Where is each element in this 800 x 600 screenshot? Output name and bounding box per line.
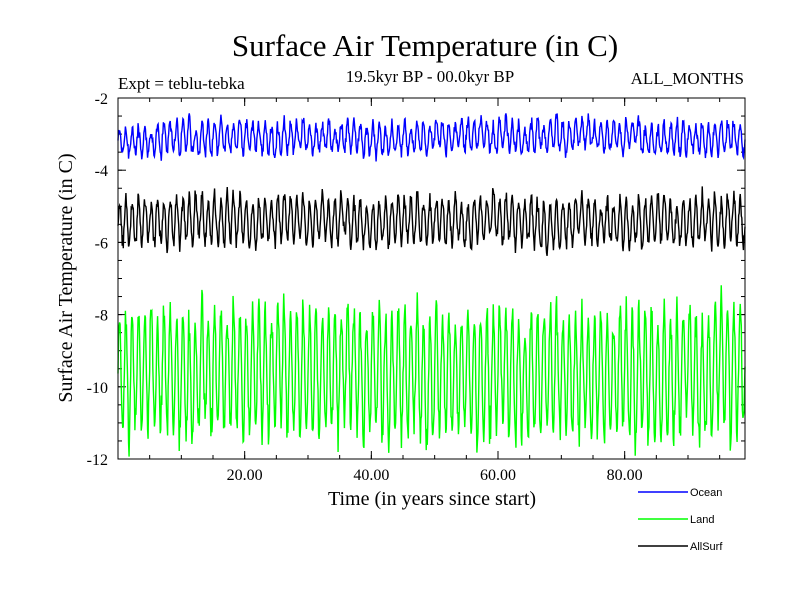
- legend: Ocean Land AllSurf: [638, 487, 723, 553]
- experiment-label: Expt = teblu-tebka: [118, 74, 245, 93]
- y-tick-label: -2: [95, 91, 108, 108]
- legend-label-land: Land: [690, 514, 714, 526]
- series-line-land: [117, 285, 746, 457]
- y-axis-label: Surface Air Temperature (in C): [55, 153, 77, 402]
- chart-subtitle: 19.5kyr BP - 00.0kyr BP: [346, 67, 514, 86]
- y-tick-label: -12: [87, 452, 108, 469]
- plot-frame: [117, 97, 746, 460]
- series-layer: [117, 113, 746, 457]
- x-axis-label: Time (in years since start): [328, 488, 536, 510]
- months-label: ALL_MONTHS: [631, 69, 744, 88]
- y-tick-label: -6: [95, 235, 108, 252]
- y-tick-label: -10: [87, 380, 108, 397]
- legend-label-ocean: Ocean: [690, 487, 722, 499]
- y-tick-label: -8: [95, 308, 108, 325]
- x-axis: 20.00 40.00 60.00 80.00: [149, 98, 721, 484]
- x-tick-label: 20.00: [227, 467, 263, 484]
- chart-title: Surface Air Temperature (in C): [232, 28, 618, 63]
- series-line-ocean: [117, 113, 746, 162]
- x-tick-label: 40.00: [353, 467, 389, 484]
- y-tick-label: -4: [95, 163, 108, 180]
- x-tick-label: 60.00: [480, 467, 516, 484]
- series-line-allsurf: [117, 186, 746, 256]
- x-tick-label: 80.00: [607, 467, 643, 484]
- legend-label-allsurf: AllSurf: [690, 541, 723, 553]
